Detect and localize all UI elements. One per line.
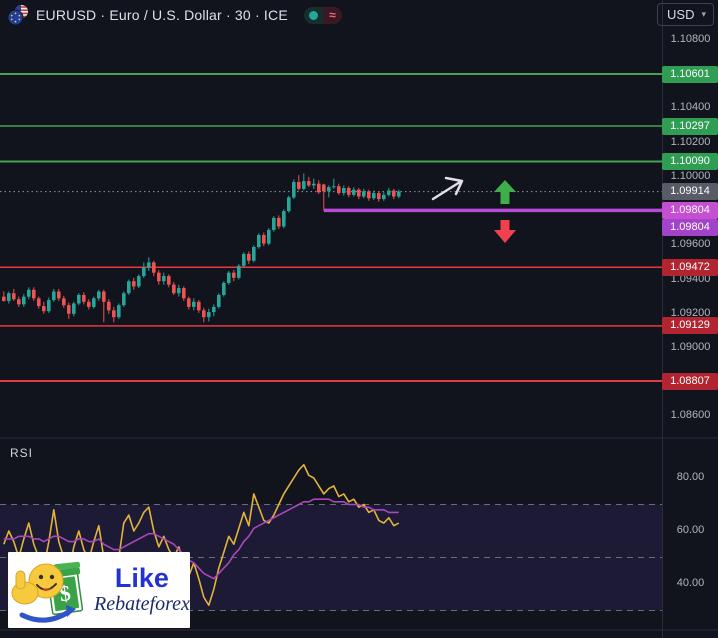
price-line-badge[interactable]: 1.10090	[662, 152, 718, 170]
chart-header: EURUSD · Euro / U.S. Dollar · 30 · ICE ≈	[0, 0, 342, 30]
delayed-data-icon: ≈	[329, 8, 336, 22]
symbol-title[interactable]: EURUSD · Euro / U.S. Dollar · 30 · ICE	[36, 7, 288, 23]
price-axis-label: 1.10000	[670, 169, 711, 182]
market-status-pill[interactable]	[303, 6, 323, 24]
drawn-arrow[interactable]	[431, 176, 464, 201]
price-axis-label: 1.09200	[670, 306, 711, 319]
rsi-axis-label: 80.00	[676, 471, 705, 483]
rsi-axis-label: 60.00	[676, 524, 705, 536]
price-axis-label: 1.10400	[670, 101, 711, 114]
price-line-badge[interactable]: 1.09472	[662, 258, 718, 276]
price-line-badge[interactable]: 1.10297	[662, 117, 718, 135]
logo-watermark: $ Like Rebateforex	[8, 552, 190, 628]
chevron-down-icon: ▾	[701, 9, 706, 19]
price-line-badge[interactable]: 1.09914	[662, 183, 718, 201]
rsi-label: RSI	[10, 446, 34, 460]
green-up-arrow[interactable]	[494, 180, 516, 204]
price-line-badge[interactable]: 1.09804	[662, 218, 718, 236]
price-axis-label: 1.09000	[670, 340, 711, 353]
logo-like-text: Like	[114, 562, 169, 593]
price-axis-label: 1.08600	[670, 409, 711, 422]
logo-brand-text: Rebateforex	[94, 593, 190, 616]
price-line-badge[interactable]: 1.09804	[662, 201, 718, 219]
currency-selector-value: USD	[667, 7, 695, 22]
market-open-dot-icon	[308, 10, 318, 20]
symbol-flag-icon	[7, 5, 28, 26]
price-axis-label: 1.10200	[670, 135, 711, 148]
candles	[2, 173, 401, 323]
rsi-axis-label: 40.00	[676, 577, 705, 589]
price-line-badge[interactable]: 1.08807	[662, 372, 718, 390]
red-down-arrow[interactable]	[494, 220, 516, 243]
logo-emoji-icon: $	[11, 561, 84, 623]
price-axis-label: 1.10800	[670, 32, 711, 45]
price-axis-label: 1.09600	[670, 238, 711, 251]
price-line-badge[interactable]: 1.10601	[662, 65, 718, 83]
rsi-ma-line	[3, 498, 399, 580]
currency-selector[interactable]: USD ▾	[657, 3, 714, 26]
price-line-badge[interactable]: 1.09129	[662, 317, 718, 335]
delayed-data-pill[interactable]: ≈	[322, 6, 342, 24]
